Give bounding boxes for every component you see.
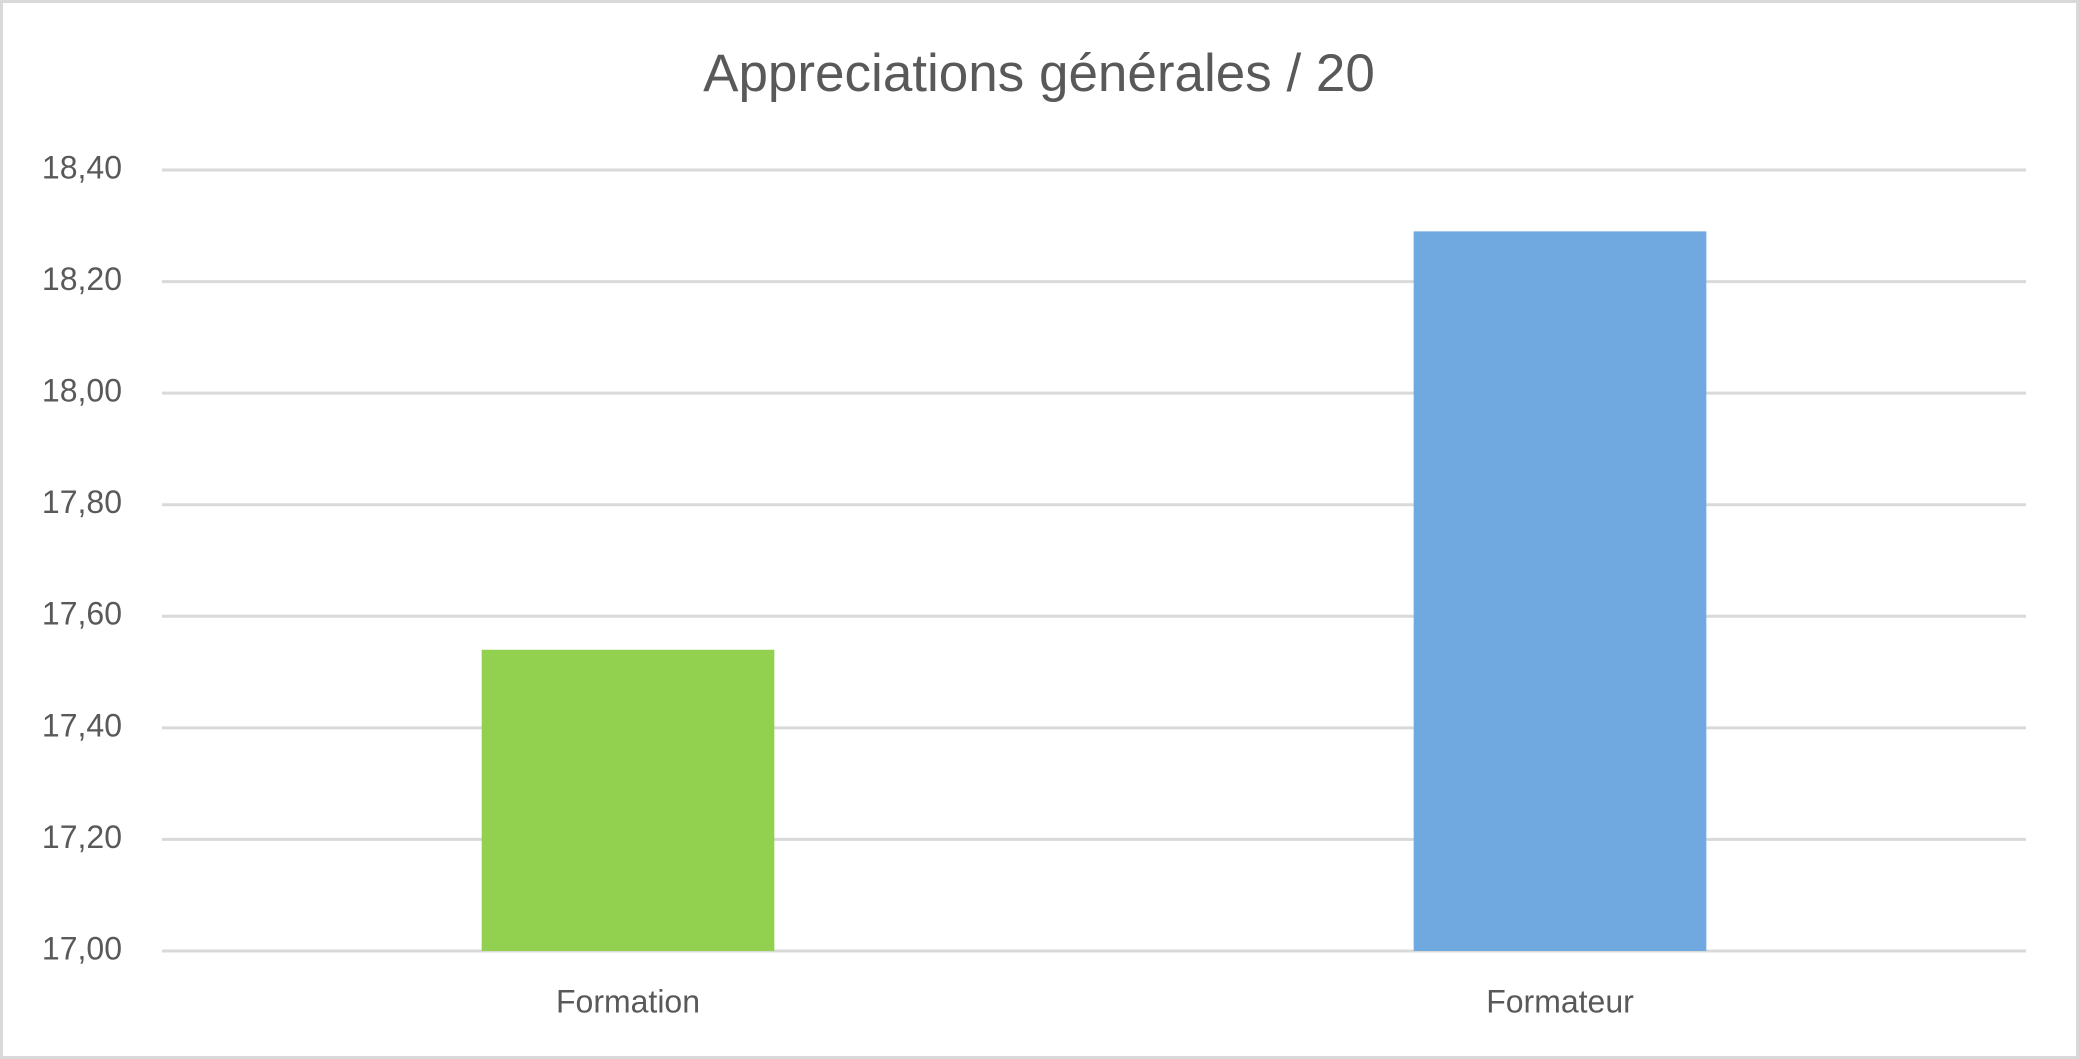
- chart-title: Appreciations générales / 20: [703, 44, 1375, 103]
- x-tick-label: Formateur: [1486, 983, 1634, 1019]
- bar: [481, 649, 775, 951]
- y-tick-label: 17,40: [42, 707, 122, 743]
- y-tick-label: 17,60: [42, 596, 122, 632]
- y-tick-label: 18,20: [42, 261, 122, 297]
- bar: [1413, 231, 1707, 952]
- y-tick-label: 17,80: [42, 484, 122, 520]
- y-tick-label: 18,40: [42, 149, 122, 185]
- y-tick-label: 17,00: [42, 930, 122, 966]
- y-tick-label: 17,20: [42, 819, 122, 855]
- y-tick-label: 18,00: [42, 373, 122, 409]
- x-tick-label: Formation: [556, 983, 700, 1019]
